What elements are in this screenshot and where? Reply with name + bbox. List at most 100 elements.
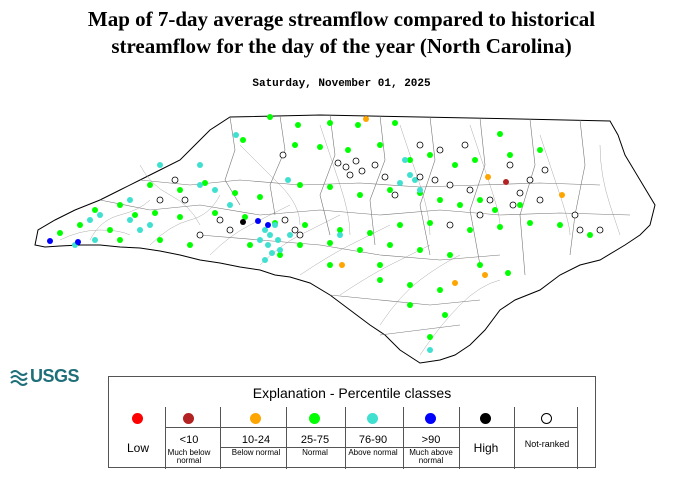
- site-marker-normal[interactable]: [132, 212, 138, 218]
- site-marker-above[interactable]: [269, 250, 275, 256]
- site-marker-above[interactable]: [262, 227, 268, 233]
- site-marker-high[interactable]: [240, 219, 246, 225]
- site-marker-much-below[interactable]: [503, 179, 509, 185]
- site-marker-normal[interactable]: [477, 197, 483, 203]
- site-marker-normal[interactable]: [107, 227, 113, 233]
- site-marker-normal[interactable]: [497, 131, 503, 137]
- site-marker-above[interactable]: [417, 187, 423, 193]
- site-marker-normal[interactable]: [397, 222, 403, 228]
- site-marker-not-ranked[interactable]: [334, 159, 342, 167]
- site-marker-not-ranked[interactable]: [391, 191, 399, 199]
- site-marker-normal[interactable]: [257, 194, 263, 200]
- site-marker-not-ranked[interactable]: [216, 216, 224, 224]
- site-marker-normal[interactable]: [157, 237, 163, 243]
- site-marker-not-ranked[interactable]: [371, 161, 379, 169]
- site-marker-not-ranked[interactable]: [571, 211, 579, 219]
- site-marker-not-ranked[interactable]: [358, 167, 366, 175]
- site-marker-not-ranked[interactable]: [196, 231, 204, 239]
- site-marker-above[interactable]: [87, 217, 93, 223]
- site-marker-normal[interactable]: [57, 230, 63, 236]
- site-marker-normal[interactable]: [77, 222, 83, 228]
- site-marker-normal[interactable]: [117, 202, 123, 208]
- site-marker-not-ranked[interactable]: [446, 221, 454, 229]
- site-marker-normal[interactable]: [492, 207, 498, 213]
- site-marker-above[interactable]: [233, 132, 239, 138]
- site-marker-above[interactable]: [412, 177, 418, 183]
- site-marker-above[interactable]: [397, 180, 403, 186]
- site-marker-above[interactable]: [97, 212, 103, 218]
- site-marker-not-ranked[interactable]: [416, 141, 424, 149]
- site-marker-normal[interactable]: [297, 182, 303, 188]
- site-marker-normal[interactable]: [367, 230, 373, 236]
- site-marker-normal[interactable]: [442, 312, 448, 318]
- site-marker-not-ranked[interactable]: [541, 166, 549, 174]
- site-marker-normal[interactable]: [457, 202, 463, 208]
- site-marker-normal[interactable]: [537, 147, 543, 153]
- site-marker-not-ranked[interactable]: [436, 146, 444, 154]
- site-marker-not-ranked[interactable]: [291, 226, 299, 234]
- site-marker-not-ranked[interactable]: [536, 196, 544, 204]
- site-marker-not-ranked[interactable]: [281, 216, 289, 224]
- site-marker-not-ranked[interactable]: [446, 181, 454, 189]
- site-marker-much-above[interactable]: [265, 222, 271, 228]
- site-marker-not-ranked[interactable]: [226, 226, 234, 234]
- site-marker-above[interactable]: [262, 257, 268, 263]
- site-marker-normal[interactable]: [467, 227, 473, 233]
- site-marker-normal[interactable]: [292, 142, 298, 148]
- site-marker-normal[interactable]: [177, 187, 183, 193]
- site-marker-normal[interactable]: [527, 220, 533, 226]
- site-marker-normal[interactable]: [437, 197, 443, 203]
- site-marker-above[interactable]: [157, 162, 163, 168]
- site-marker-normal[interactable]: [447, 252, 453, 258]
- site-marker-not-ranked[interactable]: [156, 196, 164, 204]
- site-marker-normal[interactable]: [327, 262, 333, 268]
- site-marker-normal[interactable]: [472, 157, 478, 163]
- site-marker-normal[interactable]: [497, 224, 503, 230]
- site-marker-normal[interactable]: [337, 227, 343, 233]
- site-marker-above[interactable]: [92, 237, 98, 243]
- site-marker-normal[interactable]: [117, 237, 123, 243]
- site-marker-normal[interactable]: [355, 122, 361, 128]
- site-marker-above[interactable]: [407, 172, 413, 178]
- site-marker-normal[interactable]: [357, 192, 363, 198]
- site-marker-normal[interactable]: [177, 214, 183, 220]
- site-marker-not-ranked[interactable]: [352, 157, 360, 165]
- site-marker-above[interactable]: [287, 232, 293, 238]
- site-marker-normal[interactable]: [407, 282, 413, 288]
- site-marker-normal[interactable]: [345, 147, 351, 153]
- site-marker-below[interactable]: [363, 116, 369, 122]
- site-marker-normal[interactable]: [202, 180, 208, 186]
- site-marker-above[interactable]: [275, 237, 281, 243]
- site-marker-normal[interactable]: [437, 287, 443, 293]
- site-marker-normal[interactable]: [477, 262, 483, 268]
- site-marker-above[interactable]: [277, 247, 283, 253]
- site-marker-normal[interactable]: [417, 247, 423, 253]
- site-marker-not-ranked[interactable]: [526, 176, 534, 184]
- site-marker-normal[interactable]: [427, 220, 433, 226]
- site-marker-normal[interactable]: [92, 207, 98, 213]
- site-marker-normal[interactable]: [427, 152, 433, 158]
- site-marker-normal[interactable]: [240, 137, 246, 143]
- site-marker-not-ranked[interactable]: [296, 231, 304, 239]
- site-marker-normal[interactable]: [407, 302, 413, 308]
- site-marker-below[interactable]: [339, 262, 345, 268]
- site-marker-normal[interactable]: [297, 242, 303, 248]
- site-marker-normal[interactable]: [317, 144, 323, 150]
- site-marker-above[interactable]: [137, 227, 143, 233]
- site-marker-not-ranked[interactable]: [476, 211, 484, 219]
- site-marker-not-ranked[interactable]: [576, 226, 584, 234]
- site-marker-normal[interactable]: [147, 182, 153, 188]
- site-marker-not-ranked[interactable]: [486, 196, 494, 204]
- site-marker-not-ranked[interactable]: [466, 186, 474, 194]
- site-marker-not-ranked[interactable]: [461, 141, 469, 149]
- site-marker-normal[interactable]: [302, 222, 308, 228]
- site-marker-normal[interactable]: [357, 247, 363, 253]
- site-marker-not-ranked[interactable]: [181, 196, 189, 204]
- site-marker-above[interactable]: [257, 237, 263, 243]
- site-marker-not-ranked[interactable]: [171, 176, 179, 184]
- site-marker-much-above[interactable]: [75, 239, 81, 245]
- site-marker-above[interactable]: [265, 242, 271, 248]
- streamgage-sites[interactable]: [47, 114, 604, 353]
- site-marker-above[interactable]: [197, 162, 203, 168]
- site-marker-above[interactable]: [227, 202, 233, 208]
